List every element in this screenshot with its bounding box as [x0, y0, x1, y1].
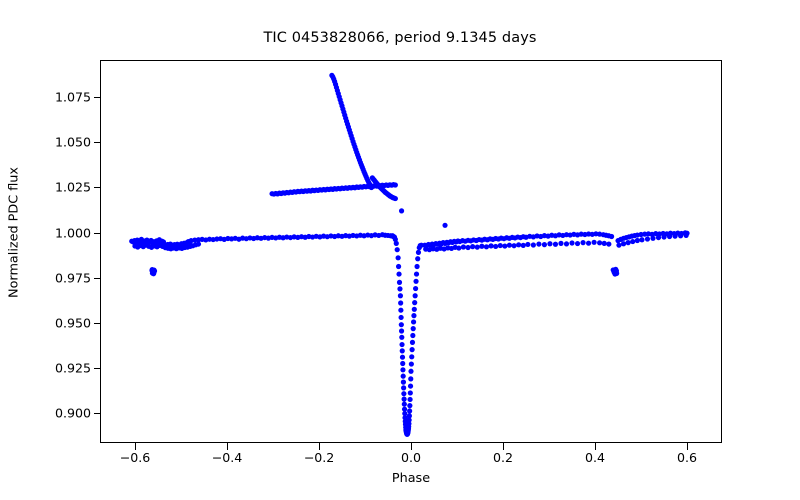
x-tick-label: −0.4 — [211, 450, 243, 465]
x-tick-label: 0.0 — [400, 450, 422, 465]
y-axis-label: Normalized PDC flux — [6, 167, 22, 298]
page-title: TIC 0453828066, period 9.1345 days — [263, 30, 537, 46]
y-tick-mark — [93, 232, 100, 234]
y-tick-mark — [93, 322, 100, 324]
x-axis-label: Phase — [391, 471, 431, 486]
y-tick-label: 0.975 — [54, 270, 91, 286]
series-baseline-flux — [129, 230, 690, 249]
y-tick-label: 0.950 — [54, 315, 91, 331]
x-tick-label: 0.2 — [492, 450, 514, 465]
y-tick-mark — [93, 277, 100, 279]
y-tick-label: 0.900 — [54, 405, 91, 421]
y-tick-label: 1.075 — [54, 89, 91, 105]
scatter-data-layer — [129, 72, 690, 437]
y-tick-mark — [93, 368, 100, 370]
y-tick-label: 0.925 — [54, 360, 91, 376]
y-tick-label: 1.000 — [54, 225, 91, 241]
y-tick-label: 1.050 — [54, 134, 91, 150]
x-tick-mark — [226, 443, 229, 450]
x-tick-label: −0.2 — [303, 450, 335, 465]
series-secondary-dip-left — [149, 266, 158, 277]
y-tick-mark — [93, 187, 100, 189]
y-tick-label: 1.025 — [54, 179, 91, 195]
series-baseline-lower-strand — [132, 232, 689, 253]
y-tick-mark — [93, 142, 100, 144]
y-tick-mark — [93, 413, 100, 415]
x-tick-mark — [503, 443, 505, 450]
x-tick-label: −0.6 — [119, 450, 151, 465]
series-anomalous-decay-branch — [329, 72, 398, 202]
series-transit-ingress-egress — [390, 233, 424, 437]
x-tick-mark — [595, 443, 597, 450]
x-tick-mark — [687, 443, 689, 450]
series-elevated-flat-branch — [269, 182, 398, 197]
x-tick-label: 0.4 — [585, 450, 606, 465]
y-axis-tick-labels: 0.900 0.925 0.950 0.975 1.000 1.025 1.050 1.075 — [0, 0, 91, 500]
y-tick-mark — [93, 97, 100, 99]
x-tick-mark — [134, 443, 137, 450]
x-tick-mark — [411, 443, 413, 450]
series-secondary-dip-right — [610, 266, 620, 277]
series-outliers — [398, 208, 448, 433]
x-tick-mark — [318, 443, 321, 450]
x-tick-label: 0.6 — [677, 450, 698, 465]
plot-frame — [100, 60, 722, 443]
